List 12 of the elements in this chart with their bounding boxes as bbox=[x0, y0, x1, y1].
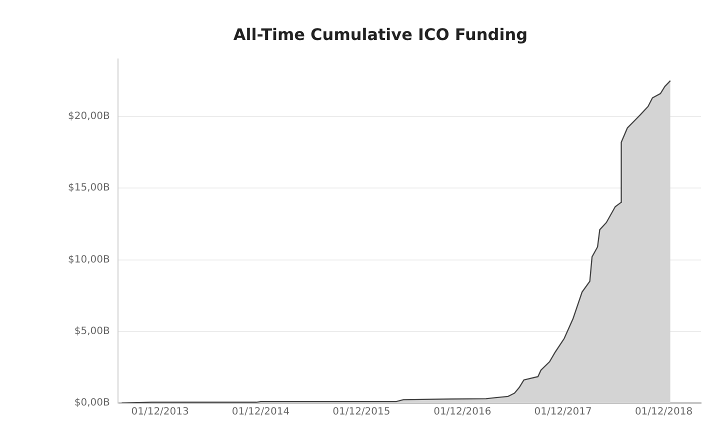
x-tick-label: 01/12/2014 bbox=[232, 406, 290, 418]
x-tick-label: 01/12/2013 bbox=[131, 406, 189, 418]
x-tick-label: 01/12/2016 bbox=[434, 406, 492, 418]
chart-title: All-Time Cumulative ICO Funding bbox=[233, 24, 528, 44]
y-tick-label: $10,00B bbox=[68, 254, 110, 266]
x-tick-label: 01/12/2015 bbox=[332, 406, 390, 418]
y-tick-label: $0,00B bbox=[74, 398, 110, 409]
y-tick-label: $20,00B bbox=[68, 111, 110, 122]
x-tick-label: 01/12/2018 bbox=[634, 406, 693, 418]
y-tick-label: $15,00B bbox=[68, 182, 110, 194]
y-tick-label: $5,00B bbox=[74, 326, 110, 337]
x-tick-label: 01/12/2017 bbox=[534, 406, 592, 418]
